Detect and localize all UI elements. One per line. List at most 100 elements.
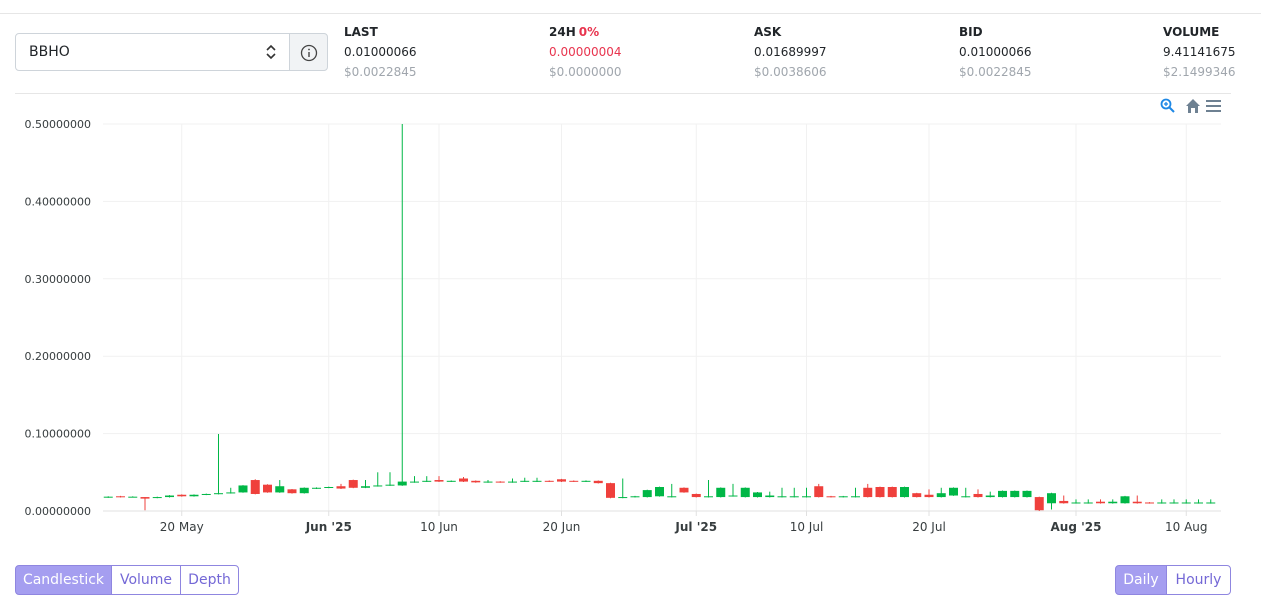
stat-label: VOLUME xyxy=(1163,25,1220,39)
interval-button[interactable]: Daily xyxy=(1115,565,1167,595)
candle-body xyxy=(483,481,493,483)
stat-usd: $0.0022845 xyxy=(344,65,417,79)
zoom-icon[interactable] xyxy=(1160,98,1175,113)
candle-body xyxy=(1047,493,1056,504)
candle-body xyxy=(936,493,946,498)
y-tick-label: 0.40000000 xyxy=(25,195,91,208)
stat-label: BID xyxy=(959,25,983,39)
candle-body xyxy=(838,496,848,498)
candle-body xyxy=(1181,502,1191,504)
candle-body xyxy=(422,480,432,482)
candle-body xyxy=(1169,502,1179,504)
candle-body xyxy=(1120,496,1130,504)
candle-body xyxy=(716,487,726,498)
candle-body xyxy=(1157,502,1167,504)
home-icon[interactable] xyxy=(1186,99,1200,113)
candle-body xyxy=(116,496,125,498)
x-tick-label: 20 Jul xyxy=(912,520,946,534)
candle-body xyxy=(165,495,174,498)
candle-body xyxy=(361,486,370,488)
candle-body xyxy=(814,486,824,498)
candle-body xyxy=(802,496,811,498)
candle-body xyxy=(348,480,358,488)
x-tick-label: 10 Jun xyxy=(420,520,458,534)
stat-usd: $0.0022845 xyxy=(959,65,1032,79)
candle-body xyxy=(887,487,897,498)
y-tick-label: 0.00000000 xyxy=(25,505,91,518)
pair-name: BBHO xyxy=(29,44,70,60)
chart-tab[interactable]: Volume xyxy=(111,565,181,595)
info-button[interactable] xyxy=(289,33,328,71)
candle-body xyxy=(1145,502,1154,504)
candle-body xyxy=(753,492,762,498)
candle-body xyxy=(410,481,419,483)
candle-body xyxy=(1083,502,1093,504)
candle-body xyxy=(250,480,260,494)
x-tick-label: Jul '25 xyxy=(674,520,717,534)
y-tick-label: 0.50000000 xyxy=(25,118,91,131)
candle-body xyxy=(691,493,701,498)
candle-body xyxy=(1059,500,1069,504)
candle-body xyxy=(1034,497,1044,511)
candle-body xyxy=(1096,501,1105,504)
candle-body xyxy=(508,481,517,483)
candle-body xyxy=(520,480,530,482)
candle-body xyxy=(667,496,677,498)
y-tick-label: 0.10000000 xyxy=(25,428,91,441)
divider xyxy=(0,13,1261,14)
chart-tab[interactable]: Depth xyxy=(180,565,239,595)
candle-body xyxy=(630,496,640,498)
candle-body xyxy=(1206,502,1216,504)
candle-body xyxy=(1132,501,1142,504)
candle-body xyxy=(189,494,199,497)
menu-icon[interactable] xyxy=(1206,100,1221,112)
select-caret xyxy=(266,44,276,60)
candle-body xyxy=(103,496,113,498)
candle-body xyxy=(961,496,971,498)
candle-body xyxy=(875,487,885,498)
candle-body xyxy=(912,493,922,498)
stat-usd: $2.1499346 xyxy=(1163,65,1236,79)
candle-body xyxy=(201,493,211,495)
candle-body xyxy=(740,487,750,498)
candle-body xyxy=(128,496,138,498)
candle-body xyxy=(471,480,481,483)
chart-tab[interactable]: Candlestick xyxy=(15,565,112,595)
candle-body xyxy=(263,484,272,493)
stat-change: 0% xyxy=(578,25,600,39)
x-tick-label: 10 Jul xyxy=(790,520,824,534)
candle-body xyxy=(851,496,860,498)
x-tick-label: Jun '25 xyxy=(305,520,352,534)
candle-body xyxy=(765,495,775,498)
candle-body xyxy=(593,480,603,484)
candle-body xyxy=(581,480,591,482)
candle-body xyxy=(1010,490,1020,498)
candle-body xyxy=(446,480,456,482)
candle-body xyxy=(789,496,799,498)
interval-button[interactable]: Hourly xyxy=(1166,565,1231,595)
candle-body xyxy=(434,480,444,482)
candle-body xyxy=(924,494,934,498)
candle-body xyxy=(214,493,223,495)
y-tick-label: 0.30000000 xyxy=(25,273,91,286)
candle-body xyxy=(1194,502,1203,504)
candle-body xyxy=(949,487,958,496)
stat-usd: $0.0000000 xyxy=(549,65,622,79)
stat-label: LAST xyxy=(344,25,378,39)
candle-body xyxy=(900,487,909,498)
candle-body xyxy=(826,496,836,498)
candle-body xyxy=(569,480,579,482)
x-tick-label: 20 Jun xyxy=(543,520,581,534)
candle-body xyxy=(679,487,689,493)
y-tick-label: 0.20000000 xyxy=(25,350,91,363)
info-icon xyxy=(300,44,318,62)
candle-body xyxy=(544,480,554,482)
candle-body xyxy=(385,484,395,486)
stat-label: ASK xyxy=(754,25,782,39)
candle-body xyxy=(373,485,383,487)
candle-body xyxy=(1108,501,1118,504)
pair-select[interactable]: BBHO xyxy=(15,33,328,71)
candle-body xyxy=(287,489,297,494)
candle-body xyxy=(336,486,346,489)
stat-value: 0.01689997 xyxy=(754,45,827,59)
